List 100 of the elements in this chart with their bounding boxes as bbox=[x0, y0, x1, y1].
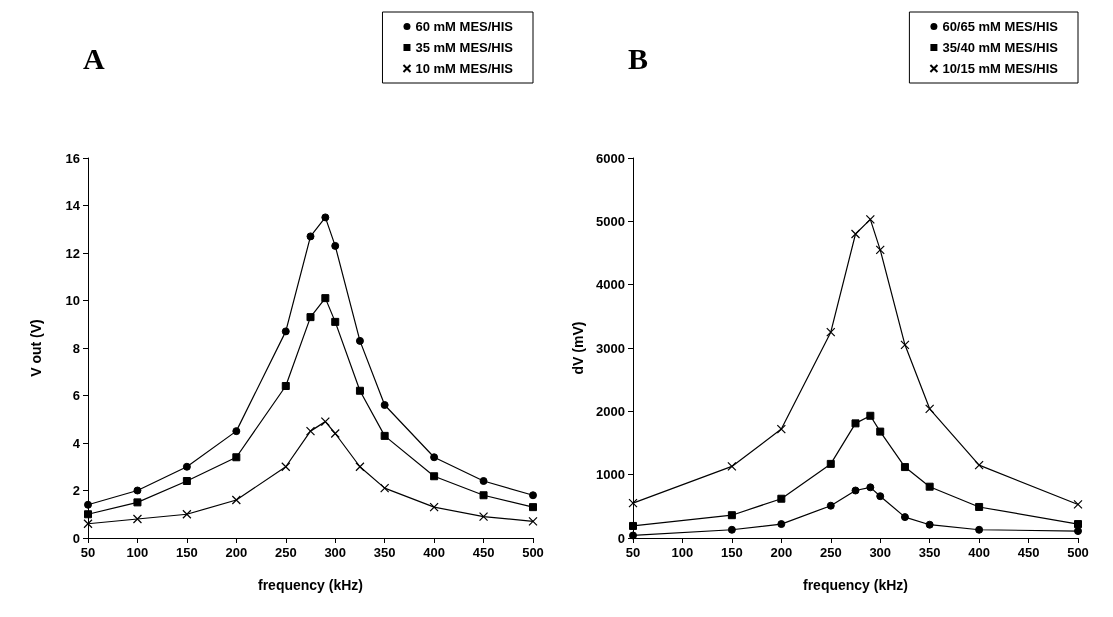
point bbox=[330, 428, 340, 439]
point bbox=[331, 317, 340, 326]
point bbox=[529, 503, 537, 512]
point bbox=[628, 498, 638, 508]
point bbox=[900, 513, 909, 522]
x-tick-label: 100 bbox=[671, 545, 694, 560]
y-tick-label: 1000 bbox=[596, 467, 625, 483]
point bbox=[529, 491, 537, 500]
y-tick-label: 5000 bbox=[596, 213, 625, 229]
point bbox=[900, 340, 910, 350]
y-tick-label: 4000 bbox=[596, 277, 625, 293]
point bbox=[479, 477, 488, 485]
point bbox=[777, 494, 786, 503]
point bbox=[321, 294, 330, 303]
point bbox=[528, 516, 538, 526]
x-tick-label: 50 bbox=[80, 545, 96, 560]
chart-title: A bbox=[83, 41, 105, 75]
point bbox=[975, 502, 984, 511]
point bbox=[84, 510, 92, 519]
point bbox=[132, 514, 143, 524]
point bbox=[866, 483, 875, 492]
legend-label: 60 mM MES/HIS bbox=[415, 19, 514, 34]
point bbox=[479, 491, 488, 500]
x-tick-label: 150 bbox=[176, 545, 198, 560]
legend-label: 35 mM MES/HIS bbox=[415, 40, 514, 55]
point bbox=[133, 486, 142, 495]
point bbox=[380, 401, 389, 409]
x-tick-label: 250 bbox=[819, 545, 842, 560]
x-tick-label: 500 bbox=[522, 545, 544, 560]
point bbox=[232, 427, 241, 436]
point bbox=[865, 214, 875, 225]
point bbox=[478, 512, 489, 522]
point bbox=[866, 411, 875, 420]
y-axis-title: dV (mV) bbox=[570, 321, 587, 375]
legend-label: 10 mM MES/HIS bbox=[415, 61, 514, 76]
point bbox=[355, 462, 365, 472]
point bbox=[776, 424, 786, 434]
point bbox=[1074, 527, 1082, 536]
point bbox=[430, 453, 439, 462]
y-tick-label: 0 bbox=[72, 530, 80, 546]
y-tick-label: 4 bbox=[72, 435, 81, 451]
point bbox=[629, 521, 637, 530]
point bbox=[876, 492, 885, 501]
y-tick-label: 2 bbox=[72, 483, 80, 498]
x-tick-label: 300 bbox=[869, 545, 892, 560]
point bbox=[430, 472, 439, 481]
point bbox=[851, 486, 860, 495]
y-tick-label: 12 bbox=[65, 245, 80, 261]
x-tick-label: 450 bbox=[472, 545, 495, 560]
x-tick-label: 200 bbox=[225, 545, 248, 560]
point bbox=[900, 463, 909, 472]
point bbox=[975, 525, 984, 534]
y-tick-label: 10 bbox=[65, 293, 80, 308]
x-tick-label: 50 bbox=[625, 545, 641, 560]
point bbox=[727, 511, 736, 520]
point bbox=[182, 462, 191, 471]
point bbox=[380, 431, 389, 440]
point bbox=[306, 313, 315, 322]
y-tick-label: 16 bbox=[65, 150, 80, 166]
legend-label: 35/40 mM MES/HIS bbox=[942, 40, 1059, 55]
y-tick-label: 3000 bbox=[596, 340, 625, 356]
point bbox=[281, 327, 290, 336]
point bbox=[231, 495, 241, 505]
point bbox=[320, 417, 330, 427]
x-tick-label: 350 bbox=[373, 545, 396, 560]
legend-label: 60/65 mM MES/HIS bbox=[942, 19, 1059, 34]
x-tick-label: 500 bbox=[1067, 545, 1089, 560]
point bbox=[727, 461, 737, 472]
x-tick-label: 450 bbox=[1017, 545, 1040, 560]
x-axis-title: frequency (kHz) bbox=[257, 577, 364, 593]
point bbox=[851, 419, 860, 428]
y-tick-label: 6 bbox=[72, 388, 80, 403]
point bbox=[133, 498, 142, 507]
point bbox=[306, 232, 315, 241]
point bbox=[182, 509, 192, 519]
x-tick-label: 400 bbox=[968, 545, 990, 560]
point bbox=[355, 386, 364, 395]
x-tick-label: 350 bbox=[918, 545, 941, 560]
x-tick-label: 250 bbox=[274, 545, 297, 560]
point bbox=[850, 229, 861, 239]
y-tick-label: 14 bbox=[65, 198, 81, 213]
x-tick-label: 300 bbox=[324, 545, 347, 560]
y-tick-label: 6000 bbox=[596, 150, 625, 166]
point bbox=[826, 327, 836, 337]
point bbox=[355, 336, 364, 345]
point bbox=[84, 500, 92, 509]
point bbox=[727, 525, 736, 534]
point bbox=[281, 382, 290, 390]
x-tick-label: 150 bbox=[721, 545, 743, 560]
point bbox=[777, 520, 786, 529]
point bbox=[380, 483, 390, 493]
point bbox=[826, 459, 835, 468]
point bbox=[83, 519, 93, 529]
y-tick-label: 2000 bbox=[596, 403, 625, 419]
legend-label: 10/15 mM MES/HIS bbox=[942, 61, 1059, 76]
point bbox=[826, 501, 835, 510]
point bbox=[876, 427, 885, 436]
point bbox=[331, 241, 340, 250]
point bbox=[925, 520, 934, 529]
point bbox=[1074, 520, 1082, 529]
